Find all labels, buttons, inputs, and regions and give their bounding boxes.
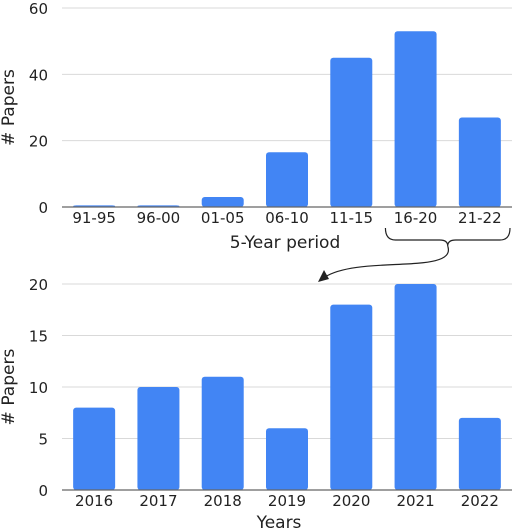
x-tick-label: 16-20	[394, 209, 438, 227]
y-tick-label: 15	[29, 328, 48, 346]
bracket	[384, 227, 511, 247]
x-tick-label: 2020	[332, 492, 370, 510]
chart-years: 0 5 10 15 20 2016 2017 2018 2019 2020 2021 2022 Year…	[0, 276, 512, 532]
x-tick-label: 06-10	[265, 209, 309, 227]
x-axis-label: 5-Year period	[230, 233, 340, 253]
x-axis-label: Years	[256, 513, 302, 532]
x-tick-label: 2019	[268, 492, 306, 510]
y-tick-label: 0	[38, 199, 48, 217]
bar-2018	[201, 376, 244, 490]
x-tick-label: 2021	[396, 492, 434, 510]
y-tick-label: 20	[29, 133, 48, 151]
bar-2017	[137, 387, 180, 490]
y-tick-label: 40	[29, 66, 48, 84]
bar-21-22	[458, 117, 501, 207]
bar-16-20	[394, 31, 437, 207]
x-tick-label: 2017	[139, 492, 177, 510]
y-tick-label: 5	[38, 431, 48, 449]
bar-01-05	[201, 197, 244, 207]
bar-2019	[266, 428, 308, 490]
y-axis-label: # Papers	[0, 349, 19, 426]
x-tick-label: 11-15	[329, 209, 373, 227]
arrow-head	[318, 270, 329, 282]
x-tick-label: 2018	[204, 492, 242, 510]
arrow-line	[324, 245, 449, 278]
x-tick-label: 2022	[461, 492, 499, 510]
bar-06-10	[266, 152, 308, 207]
y-tick-label: 20	[29, 276, 48, 294]
chart-5-year-periods: 0 20 40 60 91-95 96-00 01-05 06-10 11-15 16-20 21-…	[0, 0, 512, 253]
x-tick-label: 91-95	[72, 209, 116, 227]
bar-11-15	[330, 57, 373, 207]
y-axis-label: # Papers	[0, 69, 19, 146]
bar-2022	[458, 417, 501, 490]
y-tick-label: 10	[29, 379, 48, 397]
x-tick-label: 21-22	[458, 209, 502, 227]
x-tick-label: 2016	[75, 492, 113, 510]
bracket-arrow-annotation	[318, 227, 511, 282]
y-tick-label: 60	[29, 0, 48, 18]
x-tick-label: 96-00	[137, 209, 181, 227]
bar-2016	[73, 407, 116, 490]
x-tick-label: 01-05	[201, 209, 245, 227]
bar-2020	[330, 304, 373, 490]
y-tick-label: 0	[38, 482, 48, 500]
bar-2021	[394, 284, 437, 490]
